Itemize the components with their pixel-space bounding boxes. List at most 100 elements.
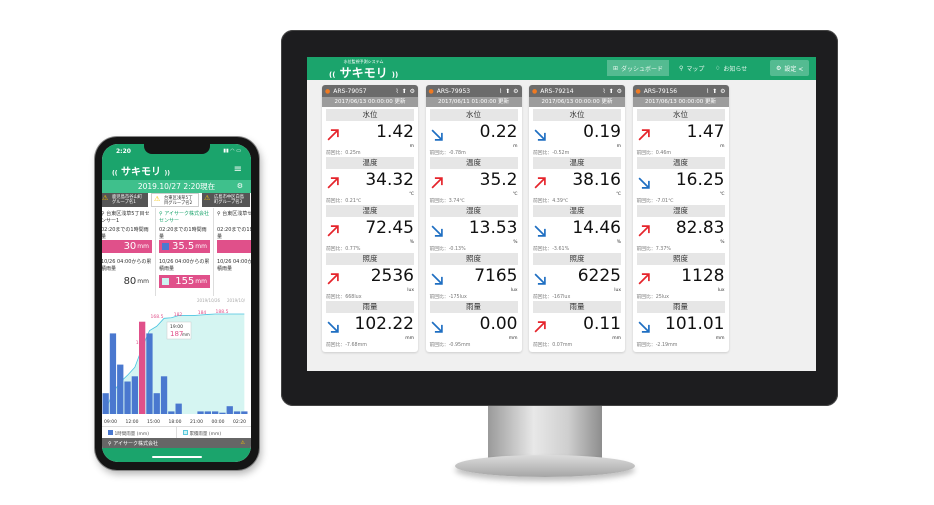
sensor-id[interactable]: ARS-79953 xyxy=(436,87,471,95)
gear-icon[interactable]: ⚙ xyxy=(720,87,726,95)
metric-unit: mm xyxy=(405,336,414,341)
sensor-card: ● ARS-79156 ⌇ ⬆ ⚙ 2017/06/13 00:00:00 更新 水位 … xyxy=(632,85,729,352)
metric-label: 水位 xyxy=(326,109,414,121)
metric-label: 湿度 xyxy=(636,205,725,217)
metric-label: 照度 xyxy=(429,253,518,265)
nav-label: ダッシュボード xyxy=(621,65,664,73)
hour-label: 02:20までの1時間雨量 xyxy=(102,227,149,240)
chart-icon[interactable]: ⌇ xyxy=(499,87,503,95)
metric-diff: 前回比：-7.01℃ xyxy=(636,199,674,204)
warning-icon: ⚠ xyxy=(154,195,161,203)
metric-block: 温度 16.25 ℃ 前回比：-7.01℃ xyxy=(633,155,729,204)
download-icon[interactable]: ⬆ xyxy=(505,87,511,95)
sensor-id[interactable]: ARS-79214 xyxy=(540,87,574,95)
metric-unit: lux xyxy=(717,288,725,293)
phone-screen: 2:20 ▮▮ ◠ ▭ (( サキモリ )) ≡ 2019.10/27 2:20… xyxy=(102,144,251,462)
metric-block: 水位 1.42 m 前回比：0.25m xyxy=(322,107,418,156)
hourly-bar xyxy=(226,406,233,414)
legend-label: 1時間雨量 (mm) xyxy=(114,432,150,437)
sensor-card: ● ARS-79953 ⌇ ⬆ ⚙ 2017/06/11 01:00:00 更新 水位 … xyxy=(425,85,522,352)
legend-cumulative[interactable]: 累積雨量 (mm) xyxy=(176,427,251,438)
metric-unit: % xyxy=(409,240,414,245)
warning-icon: ⚠ xyxy=(102,194,109,202)
hourly-bar xyxy=(131,376,138,414)
trend-up-icon xyxy=(327,225,339,237)
cumulative-label: 100 xyxy=(136,340,145,346)
warning-icon: ⚠ xyxy=(240,440,245,446)
tooltip-unit: mm xyxy=(182,332,190,337)
legend-swatch xyxy=(108,430,113,435)
metric-value: 0.00 xyxy=(479,314,518,334)
value: 80 xyxy=(123,276,137,287)
metric-unit: m xyxy=(409,144,414,149)
chart-icon[interactable]: ⌇ xyxy=(706,87,710,95)
download-icon[interactable]: ⬆ xyxy=(401,87,407,95)
legend-swatch xyxy=(162,243,169,250)
trend-down-icon xyxy=(638,321,650,333)
rain-sensor-card[interactable]: ⚲ アイサーク株式会社センサー 02:20までの1時間雨量 35.5 mm 10/… xyxy=(156,208,214,296)
rain-sensor-card[interactable]: ⚲ 台東区浅草センサー 02:20までの1時間雨量 1 10/26 04:00か… xyxy=(214,208,251,296)
sensor-name: ⚲ アイサーク株式会社センサー xyxy=(159,211,210,224)
metric-value: 82.83 xyxy=(675,218,725,238)
metric-diff: 前回比：0.77% xyxy=(326,247,361,252)
nav-dashboard[interactable]: ⊞ ダッシュボード xyxy=(607,60,670,76)
sensor-id[interactable]: ARS-79057 xyxy=(333,87,367,95)
updated-time: 2017/06/13 00:00:00 更新 xyxy=(632,97,729,107)
group-tab[interactable]: ⚠ 広島市中区白島町グループ名3 xyxy=(202,193,250,207)
gear-icon[interactable]: ⚙ xyxy=(409,87,415,95)
hourly-bar xyxy=(117,364,124,414)
nav-map[interactable]: ⚲ マップ xyxy=(673,60,710,76)
map-pin-icon: ● xyxy=(428,87,434,95)
metric-label: 水位 xyxy=(636,109,725,121)
rain-sensor-card[interactable]: ⚲ 台東区浅草5丁目センサー1 02:20までの1時間雨量 30 mm 10/26… xyxy=(102,208,156,296)
chart-icon[interactable]: ⌇ xyxy=(395,87,399,95)
updated-time: 2017/06/13 00:00:00 更新 xyxy=(322,97,418,107)
home-indicator[interactable] xyxy=(152,456,202,458)
metric-label: 温度 xyxy=(636,157,725,169)
total-label: 10/26 04:00からの累積雨量 xyxy=(159,259,210,272)
metric-unit: lux xyxy=(407,288,414,293)
metric-label: 湿度 xyxy=(429,205,518,217)
metric-diff: 前回比：-0.13% xyxy=(429,247,466,252)
group-tab[interactable]: ⚠ 台東区浅草5丁目グループ名2 xyxy=(151,193,199,207)
x-tick-label: 00:00 xyxy=(212,419,225,425)
hourly-bar xyxy=(233,411,241,414)
total-rain-value: 155 mm xyxy=(159,275,210,288)
trend-up-icon xyxy=(327,273,339,285)
gear-icon[interactable]: ⚙ xyxy=(513,87,519,95)
metric-value: 34.32 xyxy=(365,170,414,190)
trend-down-icon xyxy=(431,273,443,285)
metric-unit: mm xyxy=(508,336,518,341)
logo-subtitle: 水位監視予測システム xyxy=(343,59,384,64)
metric-value: 14.46 xyxy=(572,218,621,238)
warning-icon: ⚠ xyxy=(204,194,211,202)
gear-icon[interactable]: ⚙ xyxy=(616,87,622,95)
phone-bottom-bar xyxy=(102,448,251,462)
sensor-id[interactable]: ARS-79156 xyxy=(643,87,678,95)
legend-hourly[interactable]: 1時間雨量 (mm) xyxy=(102,427,176,438)
unit: mm xyxy=(137,243,149,250)
unit: mm xyxy=(137,278,149,285)
hour-label: 02:20までの1時間雨量 xyxy=(217,227,251,240)
trend-up-icon xyxy=(638,129,650,141)
metric-unit: % xyxy=(513,240,518,245)
group-tab[interactable]: ⚠ 鹿児島市谷山町グループ名1 xyxy=(102,193,148,207)
trend-down-icon xyxy=(534,225,546,237)
download-icon[interactable]: ⬆ xyxy=(712,87,718,95)
download-icon[interactable]: ⬆ xyxy=(608,87,614,95)
trend-up-icon xyxy=(534,177,546,189)
total-label: 10/26 04:00からの累積雨量 xyxy=(102,259,152,272)
metric-block: 温度 35.2 ℃ 前回比：3.74℃ xyxy=(426,155,522,204)
trend-down-icon xyxy=(534,273,546,285)
settings-button[interactable]: ⚙ 設定 < xyxy=(770,60,810,76)
trend-up-icon xyxy=(431,177,443,189)
menu-icon[interactable]: ≡ xyxy=(233,164,242,175)
metric-diff: 前回比：-2.19mm xyxy=(636,343,678,348)
sensor-card: ● ARS-79057 ⌇ ⬆ ⚙ 2017/06/13 00:00:00 更新 水位 … xyxy=(322,85,418,352)
gear-icon[interactable]: ⚙ xyxy=(236,182,243,190)
trend-up-icon xyxy=(638,273,650,285)
nav-notice[interactable]: ♢ お知らせ xyxy=(709,60,753,76)
metric-diff: 前回比：-0.95mm xyxy=(429,343,471,348)
app-logo: 水位監視予測システム (( サキモリ )) xyxy=(329,59,399,80)
chart-icon[interactable]: ⌇ xyxy=(602,87,606,95)
